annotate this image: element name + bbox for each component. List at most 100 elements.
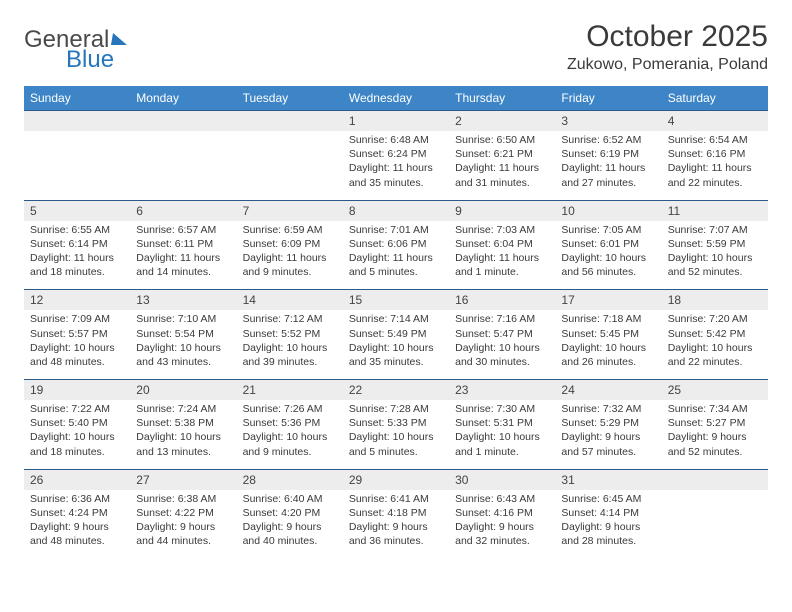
day-number-cell: 7 — [237, 200, 343, 221]
day-number-row: 1234 — [24, 111, 768, 132]
day-content-cell: Sunrise: 6:50 AMSunset: 6:21 PMDaylight:… — [449, 131, 555, 200]
day-content-cell: Sunrise: 7:05 AMSunset: 6:01 PMDaylight:… — [555, 221, 661, 290]
day-content-cell: Sunrise: 7:26 AMSunset: 5:36 PMDaylight:… — [237, 400, 343, 469]
day-content-cell: Sunrise: 7:03 AMSunset: 6:04 PMDaylight:… — [449, 221, 555, 290]
daylight-text: Daylight: 10 hours and 9 minutes. — [243, 430, 337, 458]
daylight-text: Daylight: 9 hours and 40 minutes. — [243, 520, 337, 548]
sunset-text: Sunset: 6:06 PM — [349, 237, 443, 251]
day-content-cell: Sunrise: 7:09 AMSunset: 5:57 PMDaylight:… — [24, 310, 130, 379]
sunset-text: Sunset: 6:16 PM — [668, 147, 762, 161]
sunset-text: Sunset: 5:29 PM — [561, 416, 655, 430]
day-number-cell: 5 — [24, 200, 130, 221]
daylight-text: Daylight: 10 hours and 18 minutes. — [30, 430, 124, 458]
daylight-text: Daylight: 9 hours and 36 minutes. — [349, 520, 443, 548]
sunrise-text: Sunrise: 7:03 AM — [455, 223, 549, 237]
sunrise-text: Sunrise: 7:14 AM — [349, 312, 443, 326]
day-content-cell: Sunrise: 6:43 AMSunset: 4:16 PMDaylight:… — [449, 490, 555, 559]
sunrise-text: Sunrise: 6:54 AM — [668, 133, 762, 147]
day-number-row: 19202122232425 — [24, 380, 768, 401]
day-number-cell: 20 — [130, 380, 236, 401]
daylight-text: Daylight: 10 hours and 35 minutes. — [349, 341, 443, 369]
day-content-cell: Sunrise: 7:12 AMSunset: 5:52 PMDaylight:… — [237, 310, 343, 379]
day-number-cell: 31 — [555, 469, 661, 490]
day-number-cell: 12 — [24, 290, 130, 311]
daylight-text: Daylight: 11 hours and 5 minutes. — [349, 251, 443, 279]
sunset-text: Sunset: 4:20 PM — [243, 506, 337, 520]
day-number-cell: 19 — [24, 380, 130, 401]
sunrise-text: Sunrise: 6:59 AM — [243, 223, 337, 237]
daylight-text: Daylight: 9 hours and 48 minutes. — [30, 520, 124, 548]
sunset-text: Sunset: 5:54 PM — [136, 327, 230, 341]
day-content-cell: Sunrise: 6:52 AMSunset: 6:19 PMDaylight:… — [555, 131, 661, 200]
daylight-text: Daylight: 11 hours and 9 minutes. — [243, 251, 337, 279]
day-number-cell — [237, 111, 343, 132]
sunrise-text: Sunrise: 7:28 AM — [349, 402, 443, 416]
day-number-cell — [24, 111, 130, 132]
day-content-cell: Sunrise: 7:32 AMSunset: 5:29 PMDaylight:… — [555, 400, 661, 469]
sunset-text: Sunset: 5:57 PM — [30, 327, 124, 341]
sunset-text: Sunset: 5:52 PM — [243, 327, 337, 341]
day-content-cell: Sunrise: 6:45 AMSunset: 4:14 PMDaylight:… — [555, 490, 661, 559]
sunrise-text: Sunrise: 6:45 AM — [561, 492, 655, 506]
day-content-cell: Sunrise: 6:59 AMSunset: 6:09 PMDaylight:… — [237, 221, 343, 290]
day-content-row: Sunrise: 7:09 AMSunset: 5:57 PM Daylight:… — [24, 310, 768, 379]
day-number-cell: 29 — [343, 469, 449, 490]
weekday-header: Friday — [555, 86, 661, 111]
logo-text-blue: Blue — [66, 46, 114, 74]
sunset-text: Sunset: 6:14 PM — [30, 237, 124, 251]
sunrise-text: Sunrise: 6:43 AM — [455, 492, 549, 506]
sunset-text: Sunset: 5:36 PM — [243, 416, 337, 430]
weekday-header: Tuesday — [237, 86, 343, 111]
day-number-cell: 8 — [343, 200, 449, 221]
sunrise-text: Sunrise: 7:18 AM — [561, 312, 655, 326]
month-title: October 2025 — [567, 20, 768, 54]
day-number-cell: 6 — [130, 200, 236, 221]
sunrise-text: Sunrise: 6:38 AM — [136, 492, 230, 506]
sunrise-text: Sunrise: 6:41 AM — [349, 492, 443, 506]
daylight-text: Daylight: 9 hours and 52 minutes. — [668, 430, 762, 458]
sunset-text: Sunset: 5:40 PM — [30, 416, 124, 430]
day-number-cell: 21 — [237, 380, 343, 401]
day-number-cell: 16 — [449, 290, 555, 311]
sunset-text: Sunset: 4:16 PM — [455, 506, 549, 520]
day-number-cell: 4 — [662, 111, 768, 132]
sunset-text: Sunset: 5:27 PM — [668, 416, 762, 430]
day-number-cell: 13 — [130, 290, 236, 311]
daylight-text: Daylight: 10 hours and 13 minutes. — [136, 430, 230, 458]
sunset-text: Sunset: 5:33 PM — [349, 416, 443, 430]
sunrise-text: Sunrise: 7:01 AM — [349, 223, 443, 237]
day-content-cell: Sunrise: 6:40 AMSunset: 4:20 PMDaylight:… — [237, 490, 343, 559]
day-content-cell: Sunrise: 6:41 AMSunset: 4:18 PMDaylight:… — [343, 490, 449, 559]
day-number-cell: 23 — [449, 380, 555, 401]
day-content-row: Sunrise: 6:55 AMSunset: 6:14 PM Daylight:… — [24, 221, 768, 290]
title-block: October 2025 Zukowo, Pomerania, Poland — [567, 20, 768, 74]
day-number-cell: 3 — [555, 111, 661, 132]
daylight-text: Daylight: 11 hours and 22 minutes. — [668, 161, 762, 189]
sunrise-text: Sunrise: 6:55 AM — [30, 223, 124, 237]
day-content-cell — [237, 131, 343, 200]
sunset-text: Sunset: 5:59 PM — [668, 237, 762, 251]
day-number-cell: 25 — [662, 380, 768, 401]
day-number-cell: 30 — [449, 469, 555, 490]
logo-triangle-icon — [111, 33, 129, 45]
day-number-cell: 24 — [555, 380, 661, 401]
day-number-cell: 28 — [237, 469, 343, 490]
day-content-cell — [662, 490, 768, 559]
daylight-text: Daylight: 10 hours and 39 minutes. — [243, 341, 337, 369]
sunrise-text: Sunrise: 7:09 AM — [30, 312, 124, 326]
day-content-cell: Sunrise: 6:38 AMSunset: 4:22 PMDaylight:… — [130, 490, 236, 559]
day-content-cell: Sunrise: 7:01 AMSunset: 6:06 PMDaylight:… — [343, 221, 449, 290]
sunset-text: Sunset: 6:24 PM — [349, 147, 443, 161]
sunset-text: Sunset: 6:01 PM — [561, 237, 655, 251]
day-number-row: 12131415161718 — [24, 290, 768, 311]
daylight-text: Daylight: 10 hours and 52 minutes. — [668, 251, 762, 279]
day-number-cell: 15 — [343, 290, 449, 311]
weekday-header-row: Sunday Monday Tuesday Wednesday Thursday… — [24, 86, 768, 111]
page-header: General October 2025 Zukowo, Pomerania, … — [24, 20, 768, 74]
sunset-text: Sunset: 5:45 PM — [561, 327, 655, 341]
sunrise-text: Sunrise: 6:57 AM — [136, 223, 230, 237]
weekday-header: Wednesday — [343, 86, 449, 111]
day-content-row: Sunrise: 7:22 AMSunset: 5:40 PMDaylight:… — [24, 400, 768, 469]
sunrise-text: Sunrise: 7:05 AM — [561, 223, 655, 237]
weekday-header: Sunday — [24, 86, 130, 111]
